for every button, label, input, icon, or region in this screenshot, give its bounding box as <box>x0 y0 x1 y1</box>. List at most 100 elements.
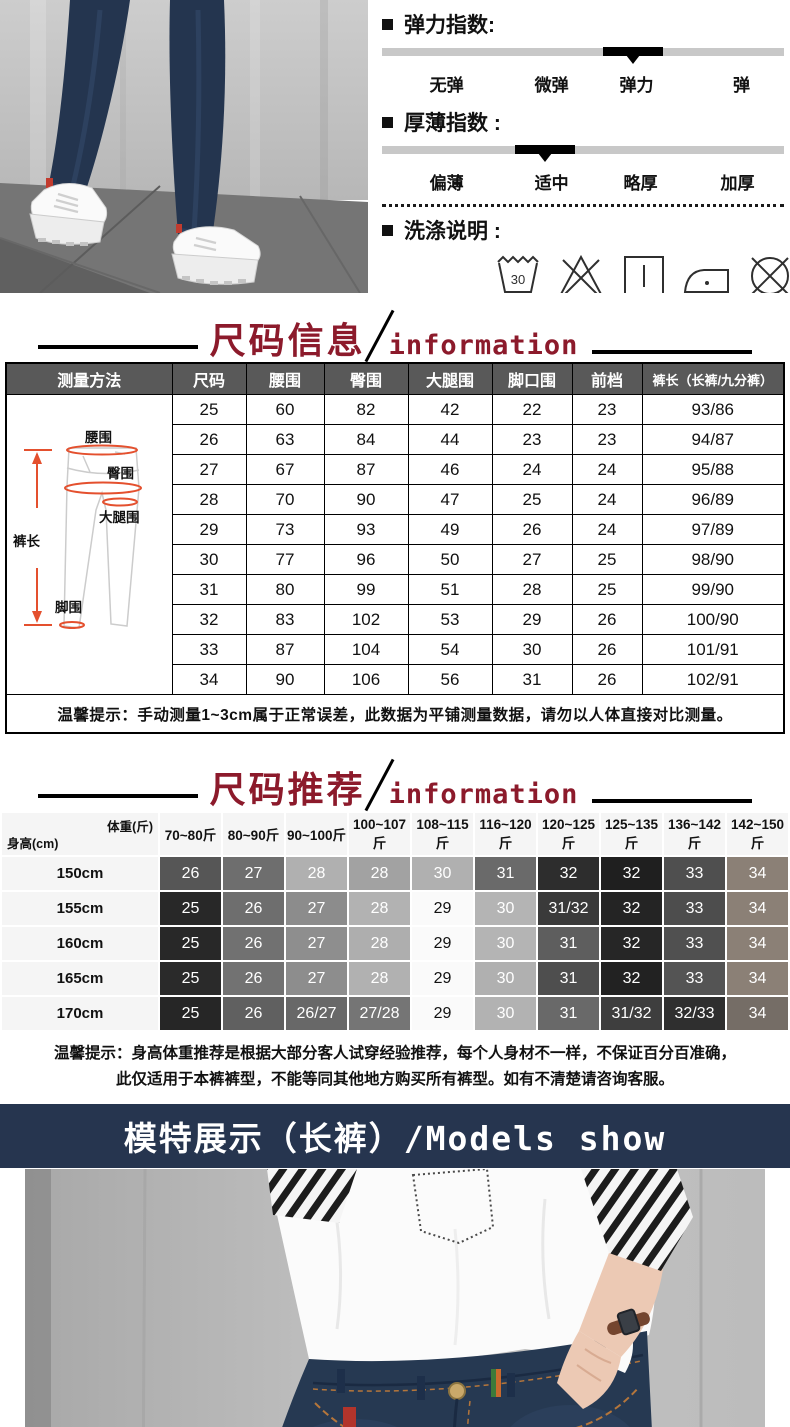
elasticity-level-label: 无弹 <box>429 76 464 95</box>
recommended-size-cell: 27 <box>221 855 286 892</box>
size-value-cell: 98/90 <box>641 544 785 575</box>
rec-table-row: 160cm 25 26 27 28 29 30 31 32 33 34 <box>0 925 790 962</box>
thickness-scale-bar <box>382 145 784 162</box>
elasticity-title-text: 弹力指数: <box>404 14 495 37</box>
thickness-marker <box>514 145 575 162</box>
recommended-size-cell: 28 <box>347 960 412 997</box>
height-cell: 170cm <box>0 995 160 1032</box>
washing-title-text: 洗涤说明 : <box>404 220 501 243</box>
recommended-size-cell: 26/27 <box>284 995 349 1032</box>
size-table-row: 腰围 臀围 大腿围 裤长 脚围 25 60 82 42 22 23 93/86 <box>5 394 785 695</box>
size-value-cell: 29 <box>171 514 247 545</box>
column-header: 脚口围 <box>491 362 573 395</box>
divider-line <box>37 345 198 349</box>
models-show-banner: 模特展示（长裤）/Models show <box>0 1103 790 1168</box>
size-value-cell: 25 <box>571 574 643 605</box>
recommended-size-cell: 26 <box>158 855 223 892</box>
recommended-size-cell: 27 <box>284 925 349 962</box>
size-table-row: 32 83 102 53 29 26 100/90 <box>6 604 785 635</box>
size-value-cell: 87 <box>323 454 409 485</box>
recommended-size-cell: 26 <box>221 960 286 997</box>
rec-table-row: 150cm 26 27 28 28 30 31 32 32 33 34 <box>0 855 790 892</box>
recommended-size-cell: 32/33 <box>662 995 727 1032</box>
size-value-cell: 93/86 <box>641 394 785 425</box>
down-arrow-icon <box>537 153 552 169</box>
recommended-size-cell: 31 <box>536 995 601 1032</box>
recommended-size-cell: 27 <box>284 890 349 927</box>
recommended-size-cell: 31/32 <box>536 890 601 927</box>
size-value-cell: 24 <box>571 514 643 545</box>
recommended-size-cell: 34 <box>725 995 790 1032</box>
square-bullet-icon <box>382 18 393 30</box>
thickness-level-label: 适中 <box>534 174 569 193</box>
size-value-cell: 63 <box>245 424 325 455</box>
size-value-cell: 100/90 <box>641 604 785 635</box>
size-value-cell: 101/91 <box>641 634 785 665</box>
svg-text:大腿围: 大腿围 <box>99 509 140 525</box>
rec-table-row: 155cm 25 26 27 28 29 30 31/32 32 33 34 <box>0 890 790 927</box>
size-value-cell: 70 <box>245 484 325 515</box>
weight-range-header: 90~100斤 <box>284 811 349 857</box>
size-value-cell: 73 <box>245 514 325 545</box>
elasticity-index-block: 弹力指数: 无弹 微弹 弹力 弹 <box>382 9 786 95</box>
column-header: 大腿围 <box>407 362 493 395</box>
weight-range-header: 116~120斤 <box>473 811 538 857</box>
size-value-cell: 77 <box>245 544 325 575</box>
iron-icon <box>683 269 729 293</box>
weight-range-header: 80~90斤 <box>221 811 286 857</box>
size-value-cell: 25 <box>571 544 643 575</box>
recommended-size-cell: 32 <box>536 855 601 892</box>
size-value-cell: 30 <box>491 634 573 665</box>
column-header: 尺码 <box>171 362 247 395</box>
size-value-cell: 93 <box>323 514 409 545</box>
thickness-labels: 偏薄 适中 略厚 加厚 <box>382 169 786 193</box>
recommended-size-cell: 25 <box>158 925 223 962</box>
size-value-cell: 53 <box>407 604 493 635</box>
size-note-row: 温馨提示：手动测量1~3cm属于正常误差，此数据为平铺测量数据，请勿以人体直接对… <box>5 694 785 734</box>
size-value-cell: 102 <box>323 604 409 635</box>
size-value-cell: 84 <box>323 424 409 455</box>
size-value-cell: 25 <box>171 394 247 425</box>
size-note-text: 温馨提示：手动测量1~3cm属于正常误差，此数据为平铺测量数据，请勿以人体直接对… <box>5 694 785 734</box>
size-value-cell: 102/91 <box>641 664 785 695</box>
no-dry-clean-icon <box>751 257 789 293</box>
recommended-size-cell: 30 <box>473 995 538 1032</box>
drip-dry-icon <box>624 256 664 293</box>
weight-range-header: 125~135斤 <box>599 811 664 857</box>
size-value-cell: 24 <box>571 454 643 485</box>
size-value-cell: 49 <box>407 514 493 545</box>
size-value-cell: 30 <box>171 544 247 575</box>
models-show-banner-text: 模特展示（长裤）/Models show <box>123 1118 667 1158</box>
size-value-cell: 24 <box>571 484 643 515</box>
elasticity-level-label: 弹 <box>733 76 751 95</box>
size-value-cell: 44 <box>407 424 493 455</box>
recommended-size-cell: 30 <box>410 855 475 892</box>
corner-header-cell: 体重(斤) 身高(cm) <box>0 811 160 857</box>
size-value-cell: 90 <box>245 664 325 695</box>
recommended-size-cell: 33 <box>662 855 727 892</box>
recommended-size-cell: 31/32 <box>599 995 664 1032</box>
weight-axis-label: 体重(斤) <box>107 820 153 834</box>
down-arrow-icon <box>626 55 641 71</box>
size-value-cell: 67 <box>245 454 325 485</box>
recommended-size-cell: 34 <box>725 855 790 892</box>
size-recommend-section-header: 尺码推荐 information <box>0 746 790 812</box>
size-recommend-subtitle: information <box>388 779 579 810</box>
recommended-size-cell: 32 <box>599 855 664 892</box>
measurement-diagram: 腰围 臀围 大腿围 裤长 脚围 <box>13 430 143 629</box>
svg-text:脚围: 脚围 <box>55 600 82 615</box>
elasticity-level-label: 弹力 <box>619 76 654 95</box>
rec-header-row: 体重(斤) 身高(cm) 70~80斤 80~90斤 90~100斤 100~107斤… <box>0 811 790 857</box>
thickness-level-label: 略厚 <box>623 174 658 193</box>
svg-text:腰围: 腰围 <box>84 430 112 445</box>
size-value-cell: 26 <box>171 424 247 455</box>
size-value-cell: 96 <box>323 544 409 575</box>
recommended-size-cell: 26 <box>221 995 286 1032</box>
recommended-size-cell: 27/28 <box>347 995 412 1032</box>
column-header: 裤长（长裤/九分裤） <box>641 362 785 395</box>
elasticity-level-label: 微弹 <box>534 76 569 95</box>
size-value-cell: 32 <box>171 604 247 635</box>
size-value-cell: 99 <box>323 574 409 605</box>
recommended-size-cell: 32 <box>599 960 664 997</box>
